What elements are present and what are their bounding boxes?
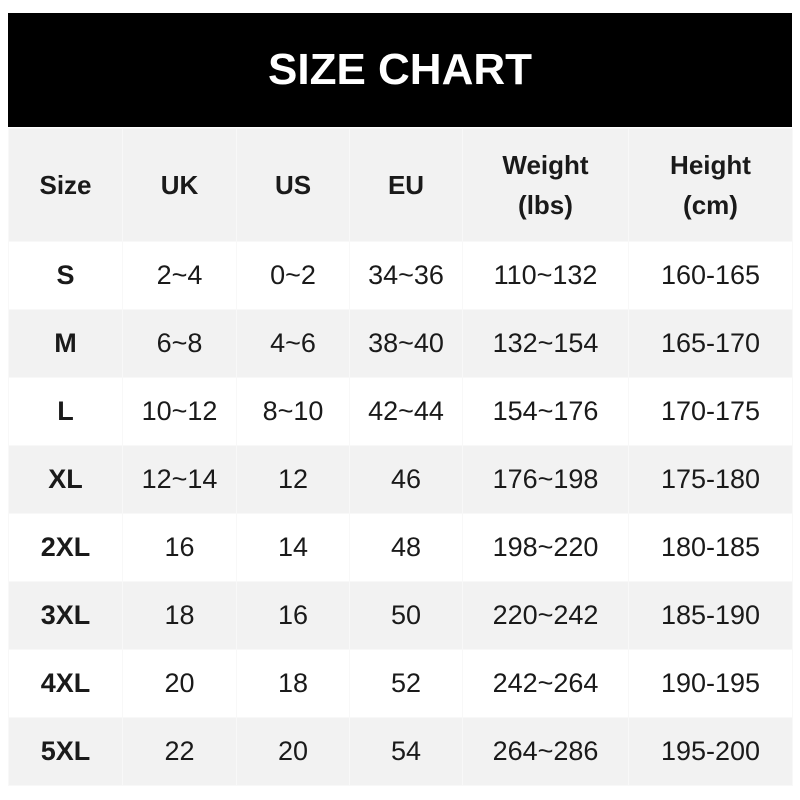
cell-us: 8~10 [236,377,350,446]
cell-us: 12 [236,445,350,514]
cell-weight: 110~132 [462,241,629,310]
cell-us: 0~2 [236,241,350,310]
header-size: Size [8,128,123,242]
size-chart-title: SIZE CHART [8,13,792,127]
cell-size: XL [8,445,123,514]
cell-size: M [8,309,123,378]
cell-height: 165-170 [628,309,793,378]
cell-eu: 50 [349,581,463,650]
cell-us: 4~6 [236,309,350,378]
table-row: S 2~4 0~2 34~36 110~132 160-165 [8,241,793,310]
cell-height: 190-195 [628,649,793,718]
cell-us: 14 [236,513,350,582]
cell-uk: 10~12 [122,377,237,446]
cell-height: 185-190 [628,581,793,650]
header-eu: EU [349,128,463,242]
cell-weight: 154~176 [462,377,629,446]
cell-size: 4XL [8,649,123,718]
cell-weight: 264~286 [462,717,629,786]
cell-eu: 42~44 [349,377,463,446]
header-height: Height (cm) [628,128,793,242]
cell-weight: 176~198 [462,445,629,514]
size-chart-table: Size UK US EU Weight (lbs) Height (cm) S… [8,128,793,786]
cell-weight: 220~242 [462,581,629,650]
cell-uk: 12~14 [122,445,237,514]
cell-eu: 48 [349,513,463,582]
table-row: 3XL 18 16 50 220~242 185-190 [8,581,793,650]
cell-height: 175-180 [628,445,793,514]
cell-height: 195-200 [628,717,793,786]
cell-us: 16 [236,581,350,650]
table-row: XL 12~14 12 46 176~198 175-180 [8,445,793,514]
cell-us: 18 [236,649,350,718]
cell-uk: 18 [122,581,237,650]
cell-uk: 2~4 [122,241,237,310]
header-weight: Weight (lbs) [462,128,629,242]
header-uk: UK [122,128,237,242]
cell-us: 20 [236,717,350,786]
cell-uk: 16 [122,513,237,582]
cell-height: 160-165 [628,241,793,310]
cell-weight: 198~220 [462,513,629,582]
cell-size: L [8,377,123,446]
cell-weight: 242~264 [462,649,629,718]
table-row: 5XL 22 20 54 264~286 195-200 [8,717,793,786]
table-row: L 10~12 8~10 42~44 154~176 170-175 [8,377,793,446]
cell-weight: 132~154 [462,309,629,378]
header-us: US [236,128,350,242]
cell-size: 3XL [8,581,123,650]
cell-eu: 46 [349,445,463,514]
cell-height: 180-185 [628,513,793,582]
cell-eu: 38~40 [349,309,463,378]
cell-size: 5XL [8,717,123,786]
cell-size: S [8,241,123,310]
cell-height: 170-175 [628,377,793,446]
cell-uk: 20 [122,649,237,718]
cell-eu: 34~36 [349,241,463,310]
table-row: M 6~8 4~6 38~40 132~154 165-170 [8,309,793,378]
cell-size: 2XL [8,513,123,582]
cell-eu: 54 [349,717,463,786]
cell-uk: 6~8 [122,309,237,378]
cell-uk: 22 [122,717,237,786]
table-row: 2XL 16 14 48 198~220 180-185 [8,513,793,582]
header-row: Size UK US EU Weight (lbs) Height (cm) [8,128,793,242]
cell-eu: 52 [349,649,463,718]
table-row: 4XL 20 18 52 242~264 190-195 [8,649,793,718]
